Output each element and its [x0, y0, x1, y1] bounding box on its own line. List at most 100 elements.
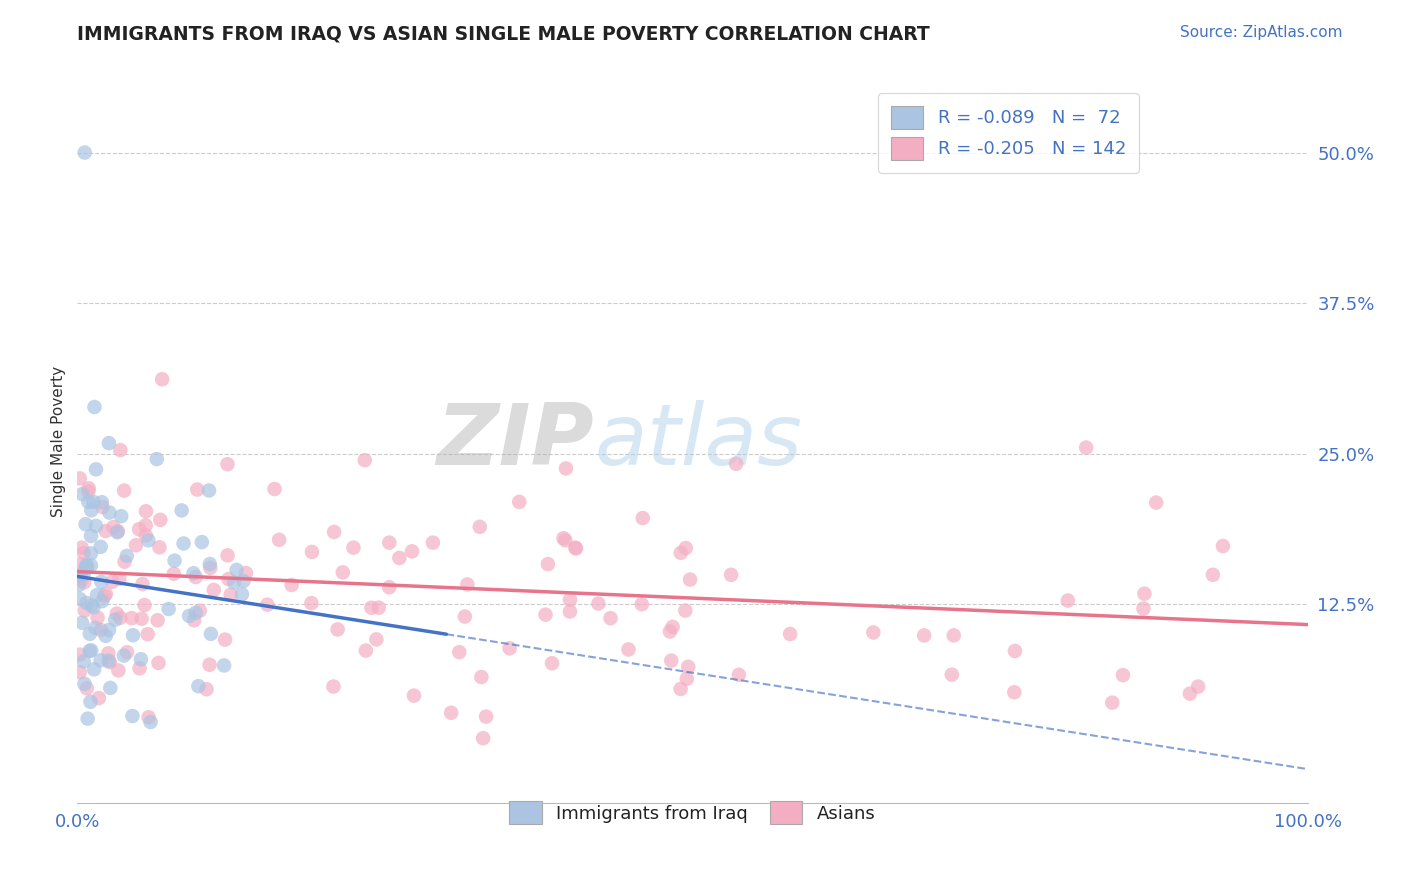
- Point: [1202, 567, 1225, 582]
- Point: [195, 682, 218, 697]
- Point: [225, 563, 247, 577]
- Point: [669, 546, 692, 560]
- Point: [136, 533, 159, 548]
- Point: [73, 575, 96, 590]
- Point: [449, 645, 471, 659]
- Point: [401, 544, 423, 558]
- Point: [675, 541, 697, 555]
- Point: [79, 627, 101, 641]
- Point: [179, 609, 201, 624]
- Text: ZIP: ZIP: [436, 400, 595, 483]
- Point: [367, 600, 389, 615]
- Point: [97, 654, 120, 668]
- Point: [108, 572, 131, 586]
- Point: [105, 607, 128, 621]
- Point: [422, 535, 444, 549]
- Point: [440, 706, 463, 720]
- Point: [631, 511, 654, 525]
- Legend: Immigrants from Iraq, Asians: Immigrants from Iraq, Asians: [496, 789, 889, 837]
- Point: [720, 567, 742, 582]
- Point: [70, 541, 93, 555]
- Point: [219, 588, 242, 602]
- Point: [110, 509, 132, 524]
- Point: [135, 504, 157, 518]
- Point: [129, 652, 152, 666]
- Point: [70, 573, 93, 587]
- Point: [75, 558, 97, 573]
- Point: [70, 557, 93, 571]
- Point: [470, 670, 492, 684]
- Point: [263, 482, 285, 496]
- Point: [131, 577, 153, 591]
- Point: [125, 538, 148, 552]
- Point: [508, 495, 530, 509]
- Point: [256, 598, 278, 612]
- Point: [301, 545, 323, 559]
- Point: [323, 524, 346, 539]
- Point: [91, 500, 114, 514]
- Point: [779, 627, 801, 641]
- Point: [112, 648, 135, 663]
- Point: [599, 611, 621, 625]
- Point: [1101, 696, 1123, 710]
- Point: [1187, 680, 1209, 694]
- Point: [94, 629, 117, 643]
- Point: [183, 613, 205, 627]
- Point: [131, 612, 153, 626]
- Point: [128, 522, 150, 536]
- Point: [679, 573, 702, 587]
- Point: [217, 549, 239, 563]
- Point: [173, 536, 195, 550]
- Point: [98, 506, 121, 520]
- Point: [79, 644, 101, 658]
- Point: [402, 689, 425, 703]
- Point: [725, 457, 748, 471]
- Point: [183, 566, 205, 581]
- Point: [90, 495, 112, 509]
- Point: [378, 580, 401, 594]
- Point: [83, 600, 105, 615]
- Point: [110, 611, 132, 625]
- Point: [198, 483, 221, 498]
- Point: [83, 400, 105, 414]
- Point: [73, 567, 96, 582]
- Point: [87, 691, 110, 706]
- Point: [588, 597, 610, 611]
- Point: [90, 623, 112, 637]
- Point: [214, 632, 236, 647]
- Point: [659, 654, 682, 668]
- Point: [112, 483, 135, 498]
- Point: [630, 597, 652, 611]
- Point: [269, 533, 291, 547]
- Point: [558, 605, 581, 619]
- Point: [72, 487, 94, 501]
- Point: [80, 599, 103, 613]
- Point: [139, 714, 162, 729]
- Point: [617, 642, 640, 657]
- Point: [86, 588, 108, 602]
- Point: [77, 484, 100, 499]
- Point: [912, 628, 935, 642]
- Point: [200, 627, 222, 641]
- Point: [105, 525, 128, 540]
- Point: [136, 627, 159, 641]
- Point: [676, 660, 699, 674]
- Point: [198, 557, 221, 571]
- Point: [90, 540, 112, 554]
- Point: [73, 677, 96, 691]
- Point: [121, 611, 143, 625]
- Point: [388, 550, 411, 565]
- Point: [1057, 593, 1080, 607]
- Text: atlas: atlas: [595, 400, 801, 483]
- Point: [76, 681, 98, 696]
- Text: Source: ZipAtlas.com: Source: ZipAtlas.com: [1180, 25, 1343, 40]
- Point: [1133, 587, 1156, 601]
- Point: [322, 680, 344, 694]
- Point: [98, 655, 121, 669]
- Point: [77, 495, 100, 509]
- Point: [69, 567, 91, 582]
- Point: [332, 566, 354, 580]
- Point: [212, 658, 235, 673]
- Point: [1132, 601, 1154, 615]
- Point: [135, 518, 157, 533]
